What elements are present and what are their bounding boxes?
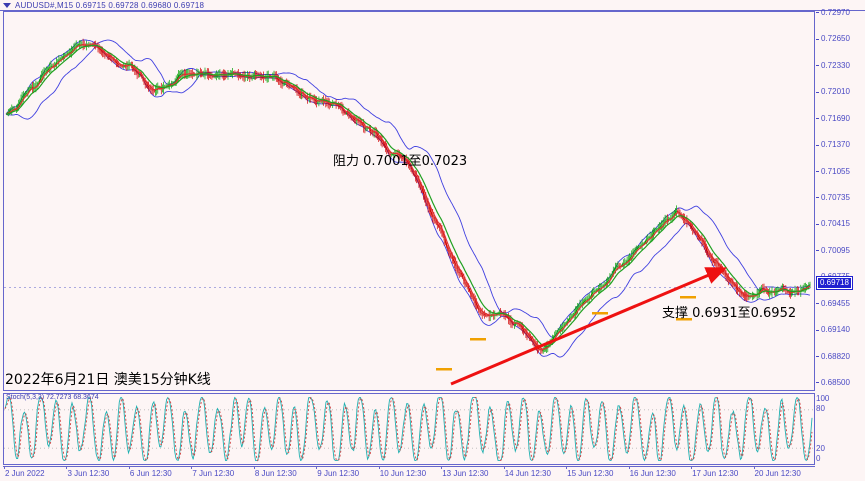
- symbol-ohlc-label: AUDUSD#,M15 0.69715 0.69728 0.69680 0.69…: [15, 0, 205, 10]
- time-axis: 2 Jun 2022 3 Jun 12:30 6 Jun 12:30 7 Jun 12…: [3, 466, 815, 481]
- stochastic-axis-tick: 20: [816, 444, 825, 453]
- symbol-header-bar: AUDUSD#,M15 0.69715 0.69728 0.69680 0.69…: [0, 0, 865, 11]
- stochastic-axis-tick: 0: [816, 454, 821, 463]
- time-axis-tick: 20 Jun 12:30: [753, 466, 801, 478]
- signal-marker: [592, 312, 608, 315]
- price-axis-tick: 0.71370: [816, 141, 850, 149]
- stochastic-axis-tick: 100: [816, 394, 830, 403]
- trendline-overlay: [450, 267, 728, 386]
- price-axis-tick: 0.70095: [816, 246, 850, 255]
- signal-marker: [676, 318, 692, 321]
- price-axis-tick: 0.72010: [816, 88, 850, 96]
- price-axis-tick: 0.68500: [816, 379, 850, 387]
- price-axis-tick: 0.72330: [816, 61, 850, 70]
- support-annotation: 支撑 0.6931至0.6952: [662, 306, 797, 321]
- time-axis-tick: 2 Jun 2022: [4, 466, 45, 478]
- price-series-canvas: [4, 38, 814, 371]
- chart-caption: 2022年6月21日 澳美15分钟K线: [5, 372, 211, 388]
- stochastic-k-line: [4, 396, 813, 462]
- signal-marker: [436, 368, 452, 371]
- resistance-annotation: 阻力 0.7001至0.7023: [333, 154, 468, 169]
- price-axis-tick: 0.68820: [816, 352, 850, 361]
- signal-marker: [470, 338, 486, 341]
- ma-fast-line: [5, 44, 811, 351]
- time-axis-tick: 14 Jun 12:30: [503, 466, 551, 478]
- stochastic-axis: 100 80 20 0: [816, 393, 865, 465]
- signal-marker: [680, 296, 696, 299]
- time-axis-tick: 15 Jun 12:30: [566, 466, 614, 478]
- bollinger-lower-band: [5, 45, 811, 358]
- price-chart-pane[interactable]: [3, 11, 815, 391]
- time-axis-tick: 16 Jun 12:30: [628, 466, 676, 478]
- time-axis-tick: 9 Jun 12:30: [316, 466, 360, 478]
- bollinger-upper-band: [5, 39, 811, 338]
- stochastic-d-line: [4, 396, 813, 462]
- price-axis-tick: 0.71690: [816, 114, 850, 123]
- time-axis-tick: 10 Jun 12:30: [378, 466, 427, 478]
- current-price-label: 0.69718: [817, 277, 852, 290]
- stochastic-label: Stoch(5,3,3) 72.7273 68.3674: [6, 394, 99, 401]
- price-axis-tick: 0.70735: [816, 194, 850, 202]
- time-axis-tick: 6 Jun 12:30: [128, 466, 172, 478]
- price-axis-tick: 0.70415: [816, 220, 850, 228]
- chevron-down-icon[interactable]: [3, 3, 11, 8]
- price-axis-tick: 0.72650: [816, 35, 850, 43]
- time-axis-tick: 17 Jun 12:30: [691, 466, 739, 478]
- stochastic-pane[interactable]: Stoch(5,3,3) 72.7273 68.3674: [3, 393, 815, 465]
- price-axis-tick: 0.71055: [816, 167, 850, 176]
- uptrend-line: [450, 267, 728, 386]
- time-axis-tick: 3 Jun 12:30: [66, 466, 110, 478]
- price-axis-tick: 0.69455: [816, 299, 850, 308]
- price-axis: 0.72970 0.72650 0.72330 0.72010 0.71690 0.713…: [816, 9, 865, 391]
- time-axis-tick: 8 Jun 12:30: [253, 466, 297, 478]
- ma-slow-line: [5, 44, 811, 348]
- price-axis-tick: 0.72970: [816, 9, 850, 17]
- stochastic-axis-tick: 80: [816, 404, 825, 413]
- price-axis-tick: 0.69140: [816, 326, 850, 334]
- time-axis-tick: 13 Jun 12:30: [441, 466, 489, 478]
- stochastic-series-canvas: [4, 396, 814, 462]
- time-axis-tick: 7 Jun 12:30: [191, 466, 235, 478]
